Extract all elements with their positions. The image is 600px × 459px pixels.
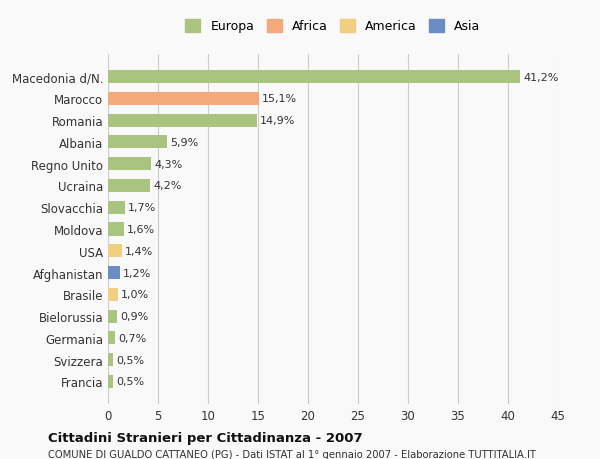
Bar	[108, 158, 151, 171]
Text: 0,5%: 0,5%	[116, 355, 144, 365]
Bar	[108, 353, 113, 366]
Text: 1,6%: 1,6%	[127, 224, 155, 235]
Bar	[108, 71, 520, 84]
Text: 14,9%: 14,9%	[260, 116, 295, 126]
Text: 15,1%: 15,1%	[262, 94, 297, 104]
Text: COMUNE DI GUALDO CATTANEO (PG) - Dati ISTAT al 1° gennaio 2007 - Elaborazione TU: COMUNE DI GUALDO CATTANEO (PG) - Dati IS…	[48, 449, 536, 459]
Bar	[108, 179, 150, 193]
Bar	[108, 201, 125, 214]
Text: 1,4%: 1,4%	[125, 246, 153, 256]
Bar	[108, 266, 120, 280]
Text: 1,0%: 1,0%	[121, 290, 149, 300]
Bar	[108, 331, 115, 345]
Text: 41,2%: 41,2%	[523, 73, 559, 83]
Legend: Europa, Africa, America, Asia: Europa, Africa, America, Asia	[182, 16, 484, 37]
Text: 0,5%: 0,5%	[116, 376, 144, 386]
Bar	[108, 114, 257, 128]
Text: 0,9%: 0,9%	[120, 311, 148, 321]
Bar	[108, 245, 122, 258]
Text: 4,2%: 4,2%	[153, 181, 181, 191]
Text: Cittadini Stranieri per Cittadinanza - 2007: Cittadini Stranieri per Cittadinanza - 2…	[48, 431, 362, 444]
Bar	[108, 223, 124, 236]
Bar	[108, 136, 167, 149]
Text: 4,3%: 4,3%	[154, 159, 182, 169]
Bar	[108, 93, 259, 106]
Text: 5,9%: 5,9%	[170, 138, 198, 148]
Bar	[108, 288, 118, 301]
Text: 1,2%: 1,2%	[123, 268, 151, 278]
Bar	[108, 310, 117, 323]
Text: 1,7%: 1,7%	[128, 203, 156, 213]
Text: 0,7%: 0,7%	[118, 333, 146, 343]
Bar	[108, 375, 113, 388]
